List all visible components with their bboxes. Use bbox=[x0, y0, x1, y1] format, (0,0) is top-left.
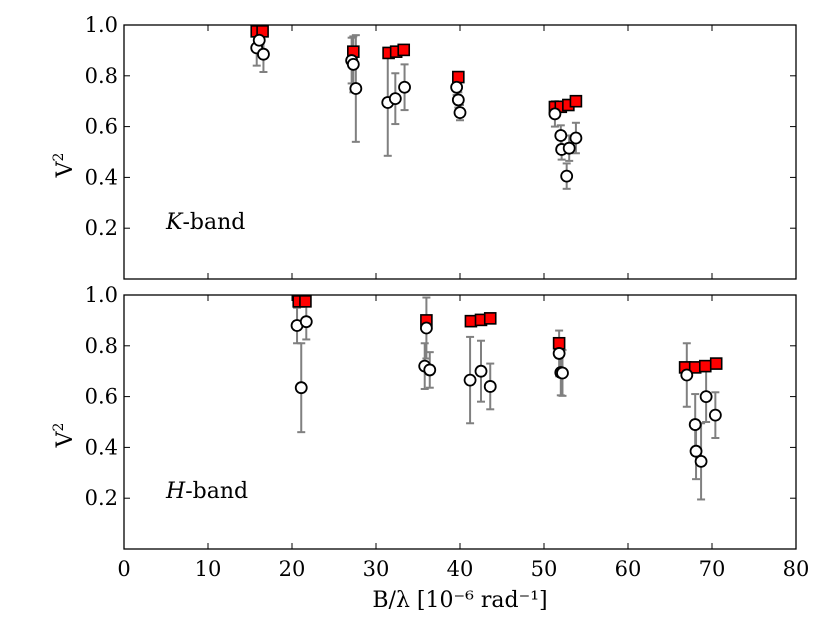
observed-point bbox=[450, 80, 464, 94]
y-tick-label: 0.4 bbox=[85, 165, 118, 189]
k-band-observed-points bbox=[250, 33, 583, 183]
x-tick-label: 0 bbox=[117, 557, 130, 581]
k-band-panel: 0.2 0.4 0.6 0.8 1.0 V2 K-band bbox=[51, 13, 797, 280]
observed-point bbox=[423, 363, 437, 377]
model-point bbox=[483, 312, 497, 325]
k-band-model-points bbox=[250, 25, 583, 114]
y-tick-label: 0.8 bbox=[85, 334, 118, 358]
observed-point bbox=[548, 107, 562, 121]
x-tick-label: 70 bbox=[699, 557, 726, 581]
k-band-label: K-band bbox=[165, 210, 245, 235]
k-band-ticks: 0.2 0.4 0.6 0.8 1.0 bbox=[85, 13, 797, 279]
y-tick-label: 0.6 bbox=[85, 115, 118, 139]
observed-point bbox=[451, 93, 465, 107]
model-point bbox=[299, 295, 312, 308]
observed-point bbox=[349, 82, 363, 95]
y-tick-label: 1.0 bbox=[85, 13, 118, 37]
observed-point bbox=[252, 33, 266, 47]
y-tick-label: 1.0 bbox=[85, 283, 118, 307]
observed-point bbox=[699, 390, 713, 404]
observed-point bbox=[708, 408, 722, 422]
observed-point bbox=[299, 315, 313, 329]
observed-point bbox=[560, 169, 574, 183]
h-band-label: H-band bbox=[165, 479, 248, 504]
k-band-plot-frame bbox=[123, 24, 797, 280]
y-tick-label: 0.4 bbox=[85, 435, 118, 459]
observed-point bbox=[398, 80, 411, 94]
y-tick-label: 0.2 bbox=[85, 216, 118, 240]
observed-point bbox=[463, 373, 477, 387]
observed-point bbox=[680, 368, 694, 382]
model-point bbox=[709, 357, 723, 370]
observed-point bbox=[453, 106, 467, 120]
x-tick-label: 60 bbox=[615, 557, 642, 581]
model-point bbox=[698, 359, 712, 373]
model-point bbox=[452, 70, 465, 84]
y-tick-label: 0.8 bbox=[85, 64, 118, 88]
observed-point bbox=[474, 364, 488, 378]
observed-point bbox=[388, 92, 402, 106]
h-band-observed-points bbox=[290, 315, 722, 468]
k-band-y-axis-label: V2 bbox=[51, 153, 78, 179]
h-band-errorbars bbox=[293, 296, 720, 501]
observed-point bbox=[419, 321, 433, 335]
observed-point bbox=[694, 454, 708, 468]
observed-point bbox=[552, 347, 566, 360]
observed-point bbox=[483, 380, 497, 393]
y-tick-label: 0.6 bbox=[85, 385, 118, 409]
observed-point bbox=[257, 47, 270, 61]
x-tick-label: 80 bbox=[783, 557, 810, 581]
x-tick-label: 10 bbox=[195, 557, 222, 581]
y-tick-label: 0.2 bbox=[85, 486, 118, 510]
x-tick-label: 50 bbox=[531, 557, 558, 581]
observed-point bbox=[556, 366, 569, 380]
h-band-model-points bbox=[292, 295, 723, 374]
observed-point bbox=[569, 131, 583, 145]
x-tick-label: 20 bbox=[279, 557, 306, 581]
h-band-y-axis-label: V2 bbox=[51, 423, 78, 449]
model-point bbox=[397, 43, 411, 57]
observed-point bbox=[689, 444, 703, 458]
observed-point bbox=[562, 141, 576, 155]
observed-point bbox=[294, 381, 308, 395]
model-point bbox=[569, 94, 583, 108]
observed-point bbox=[346, 57, 360, 71]
k-band-errorbars bbox=[252, 29, 580, 190]
h-band-panel: 0 10 20 30 40 50 60 70 80 0.2 0.4 0.6 0.8 1.0 V2 H-ba… bbox=[51, 283, 809, 613]
h-band-ticks: 0 10 20 30 40 50 60 70 80 0.2 0.4 0.6 0.8 1.0 bbox=[85, 283, 810, 581]
x-tick-label: 40 bbox=[447, 557, 474, 581]
x-axis-label: B/λ [10⁻⁶ rad⁻¹] bbox=[372, 588, 547, 613]
observed-point bbox=[554, 129, 568, 142]
observed-point bbox=[688, 418, 702, 431]
x-tick-label: 30 bbox=[363, 557, 390, 581]
